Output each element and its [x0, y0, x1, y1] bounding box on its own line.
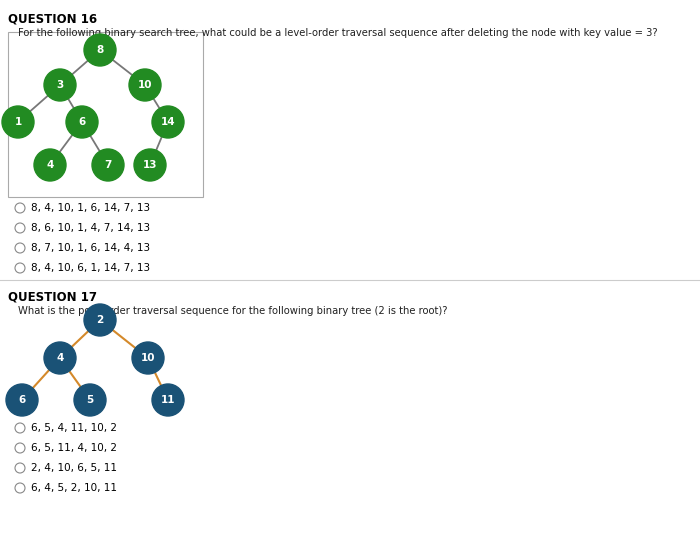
Text: 8, 7, 10, 1, 6, 14, 4, 13: 8, 7, 10, 1, 6, 14, 4, 13: [31, 243, 150, 253]
Text: 6, 5, 4, 11, 10, 2: 6, 5, 4, 11, 10, 2: [31, 423, 117, 433]
Circle shape: [84, 34, 116, 66]
Text: 14: 14: [161, 117, 175, 127]
Circle shape: [152, 384, 184, 416]
Text: 6, 5, 11, 4, 10, 2: 6, 5, 11, 4, 10, 2: [31, 443, 117, 453]
Circle shape: [129, 69, 161, 101]
Text: 2: 2: [97, 315, 104, 325]
Text: 8: 8: [97, 45, 104, 55]
Text: QUESTION 16: QUESTION 16: [8, 12, 97, 25]
Circle shape: [134, 149, 166, 181]
Circle shape: [132, 342, 164, 374]
Text: 6: 6: [18, 395, 26, 405]
Bar: [8, 32, 203, 197]
Circle shape: [15, 263, 25, 273]
Text: QUESTION 17: QUESTION 17: [8, 290, 97, 303]
Text: 8, 4, 10, 6, 1, 14, 7, 13: 8, 4, 10, 6, 1, 14, 7, 13: [31, 263, 150, 273]
Circle shape: [15, 203, 25, 213]
Circle shape: [74, 384, 106, 416]
Circle shape: [15, 463, 25, 473]
Text: 5: 5: [86, 395, 94, 405]
Circle shape: [34, 149, 66, 181]
Text: 6: 6: [78, 117, 85, 127]
Circle shape: [15, 443, 25, 453]
Circle shape: [92, 149, 124, 181]
Text: 10: 10: [141, 353, 155, 363]
Text: 4: 4: [56, 353, 64, 363]
Circle shape: [44, 342, 76, 374]
Text: 8, 4, 10, 1, 6, 14, 7, 13: 8, 4, 10, 1, 6, 14, 7, 13: [31, 203, 150, 213]
Circle shape: [84, 304, 116, 336]
Text: 4: 4: [46, 160, 54, 170]
Circle shape: [6, 384, 38, 416]
Circle shape: [15, 223, 25, 233]
Circle shape: [66, 106, 98, 138]
Text: 8, 6, 10, 1, 4, 7, 14, 13: 8, 6, 10, 1, 4, 7, 14, 13: [31, 223, 150, 233]
Circle shape: [152, 106, 184, 138]
Circle shape: [15, 423, 25, 433]
Text: What is the post-order traversal sequence for the following binary tree (2 is th: What is the post-order traversal sequenc…: [18, 306, 447, 316]
Circle shape: [2, 106, 34, 138]
Circle shape: [15, 483, 25, 493]
Text: 2, 4, 10, 6, 5, 11: 2, 4, 10, 6, 5, 11: [31, 463, 117, 473]
Text: 13: 13: [143, 160, 158, 170]
Text: For the following binary search tree, what could be a level-order traversal sequ: For the following binary search tree, wh…: [18, 28, 657, 38]
Text: 6, 4, 5, 2, 10, 11: 6, 4, 5, 2, 10, 11: [31, 483, 117, 493]
Text: 10: 10: [138, 80, 153, 90]
Circle shape: [15, 243, 25, 253]
Circle shape: [44, 69, 76, 101]
Text: 11: 11: [161, 395, 175, 405]
Text: 1: 1: [15, 117, 22, 127]
Text: 7: 7: [104, 160, 112, 170]
Text: 3: 3: [57, 80, 64, 90]
